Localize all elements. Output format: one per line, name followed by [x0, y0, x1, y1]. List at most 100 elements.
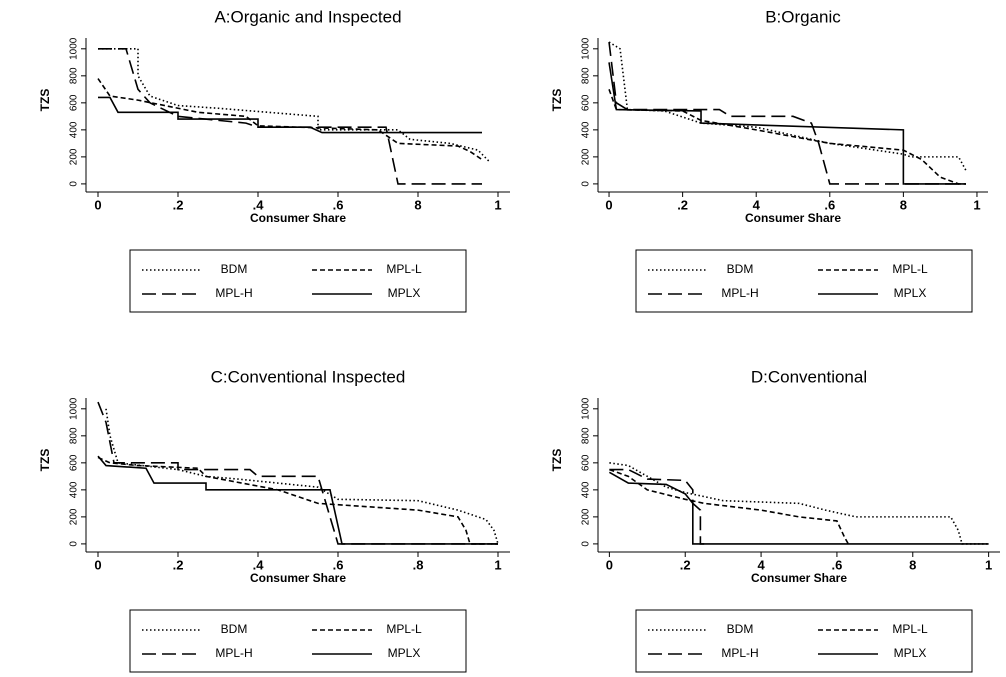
panel: C:Conventional Inspected 0 .2 .4 .6 .8 1 0 200 40… — [38, 367, 510, 673]
legend-label: MPLX — [894, 286, 927, 300]
x-axis-label: Consumer Share — [250, 571, 346, 585]
panel: B:Organic 0 .2 4 .6 8 1 0 200 400 600 800 1000 Consum… — [550, 7, 988, 313]
x-tick-label: 0 — [94, 557, 101, 572]
legend-label: MPLX — [388, 646, 421, 660]
y-tick-label: 600 — [581, 454, 592, 471]
y-tick-label: 1000 — [69, 397, 80, 420]
y-tick-label: 800 — [581, 427, 592, 444]
legend-label: MPL-H — [215, 646, 252, 660]
panel: A:Organic and Inspected 0 .2 .4 .6 8 1 0 200 400 6… — [38, 7, 510, 313]
x-tick-label: 1 — [985, 557, 992, 572]
x-axis-label: Consumer Share — [250, 211, 346, 225]
x-tick-label: 4 — [757, 557, 765, 572]
legend-label: BDM — [727, 262, 754, 276]
series-line — [609, 468, 705, 545]
panel: D:Conventional 0 .2 4 .6 8 1 0 200 400 600 800 1000 C… — [550, 367, 1000, 673]
x-tick-label: 4 — [753, 197, 761, 212]
x-tick-label: .6 — [333, 557, 344, 572]
x-tick-label: 1 — [973, 197, 980, 212]
series-line — [98, 48, 482, 185]
series-line — [608, 471, 989, 545]
y-tick-label: 600 — [69, 454, 80, 471]
y-tick-label: 200 — [581, 508, 592, 525]
x-tick-label: 8 — [414, 197, 421, 212]
x-tick-label: .6 — [824, 197, 835, 212]
series-line — [105, 408, 499, 545]
legend-label: MPL-L — [386, 622, 422, 636]
series-line — [608, 89, 966, 185]
y-tick-label: 0 — [69, 541, 80, 547]
y-tick-label: 400 — [69, 481, 80, 498]
legend-label: MPL-H — [721, 646, 758, 660]
y-tick-label: 0 — [69, 181, 80, 187]
series-line — [608, 41, 967, 171]
x-tick-label: 0 — [605, 197, 612, 212]
y-axis-label: TZS — [550, 89, 564, 112]
x-tick-label: 8 — [909, 557, 916, 572]
y-tick-label: 400 — [69, 121, 80, 138]
x-tick-label: 1 — [494, 197, 501, 212]
series-line — [608, 41, 966, 185]
legend-box — [129, 249, 467, 313]
legend-box — [635, 609, 973, 673]
x-axis-label: Consumer Share — [751, 571, 847, 585]
x-tick-label: 8 — [900, 197, 907, 212]
x-tick-label: .2 — [677, 197, 688, 212]
legend-label: BDM — [727, 622, 754, 636]
y-tick-label: 200 — [581, 148, 592, 165]
y-tick-label: 800 — [69, 67, 80, 84]
x-tick-label: .4 — [253, 557, 265, 572]
legend-box — [129, 609, 467, 673]
x-tick-label: .2 — [173, 557, 184, 572]
y-tick-label: 200 — [69, 508, 80, 525]
panel-title: D:Conventional — [751, 367, 867, 386]
x-tick-label: 0 — [94, 197, 101, 212]
panel-title: A:Organic and Inspected — [214, 7, 401, 26]
series-line — [97, 401, 498, 545]
series-line — [97, 455, 498, 545]
y-tick-label: 600 — [581, 94, 592, 111]
x-tick-label: .6 — [333, 197, 344, 212]
series-line — [98, 48, 491, 163]
legend-box — [635, 249, 973, 313]
y-tick-label: 800 — [581, 67, 592, 84]
legend-label: BDM — [221, 622, 248, 636]
x-tick-label: .4 — [253, 197, 265, 212]
legend-label: MPLX — [388, 286, 421, 300]
y-tick-label: 800 — [69, 427, 80, 444]
panel-title: C:Conventional Inspected — [211, 367, 406, 386]
legend-label: MPL-L — [892, 622, 928, 636]
y-tick-label: 400 — [581, 481, 592, 498]
y-axis-label: TZS — [38, 89, 52, 112]
x-tick-label: 0 — [606, 557, 613, 572]
y-axis-label: TZS — [550, 449, 564, 472]
x-tick-label: .2 — [680, 557, 691, 572]
legend-label: MPL-H — [721, 286, 758, 300]
panel-title: B:Organic — [765, 7, 841, 26]
legend-label: MPL-L — [892, 262, 928, 276]
x-tick-label: .6 — [832, 557, 843, 572]
x-tick-label: .8 — [413, 557, 424, 572]
y-tick-label: 200 — [69, 148, 80, 165]
series-line — [97, 456, 498, 545]
x-tick-label: 1 — [494, 557, 501, 572]
legend-label: MPLX — [894, 646, 927, 660]
x-tick-label: .2 — [173, 197, 184, 212]
series-line — [608, 62, 966, 185]
series-line — [609, 468, 849, 545]
series-line — [609, 462, 989, 545]
y-tick-label: 0 — [581, 181, 592, 187]
y-axis-label: TZS — [38, 449, 52, 472]
x-axis-label: Consumer Share — [745, 211, 841, 225]
series-line — [98, 96, 482, 134]
y-tick-label: 1000 — [581, 37, 592, 60]
y-tick-label: 1000 — [69, 37, 80, 60]
y-tick-label: 1000 — [581, 397, 592, 420]
legend-label: BDM — [221, 262, 248, 276]
legend-label: MPL-L — [386, 262, 422, 276]
y-tick-label: 400 — [581, 121, 592, 138]
legend-label: MPL-H — [215, 286, 252, 300]
series-line — [97, 78, 483, 161]
y-tick-label: 0 — [581, 541, 592, 547]
